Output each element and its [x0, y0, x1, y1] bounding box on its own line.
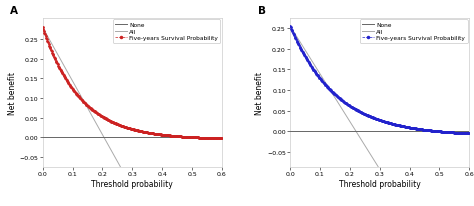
Y-axis label: Net benefit: Net benefit [255, 71, 264, 114]
Text: A: A [10, 6, 18, 16]
Legend: None, All, Five-years Survival Probability: None, All, Five-years Survival Probabili… [360, 20, 467, 44]
X-axis label: Threshold probability: Threshold probability [91, 179, 173, 188]
Y-axis label: Net benefit: Net benefit [8, 71, 17, 114]
Legend: None, All, Five-years Survival Probability: None, All, Five-years Survival Probabili… [113, 20, 220, 44]
X-axis label: Threshold probability: Threshold probability [339, 179, 420, 188]
Text: B: B [258, 6, 266, 16]
